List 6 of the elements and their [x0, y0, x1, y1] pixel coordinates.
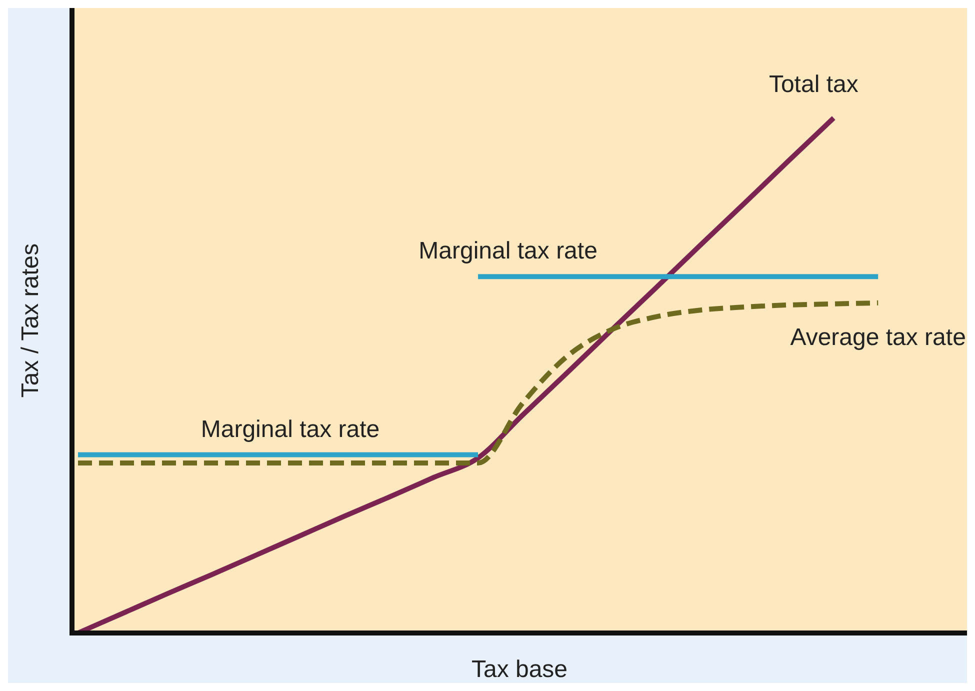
- x-axis-title: Tax base: [471, 656, 568, 683]
- series-label: Average tax rate: [790, 324, 966, 351]
- series-label: Marginal tax rate: [200, 416, 380, 443]
- y-axis-title: Tax / Tax rates: [17, 243, 44, 398]
- series-label: Marginal tax rate: [418, 238, 598, 265]
- series-label: Total tax: [768, 71, 858, 98]
